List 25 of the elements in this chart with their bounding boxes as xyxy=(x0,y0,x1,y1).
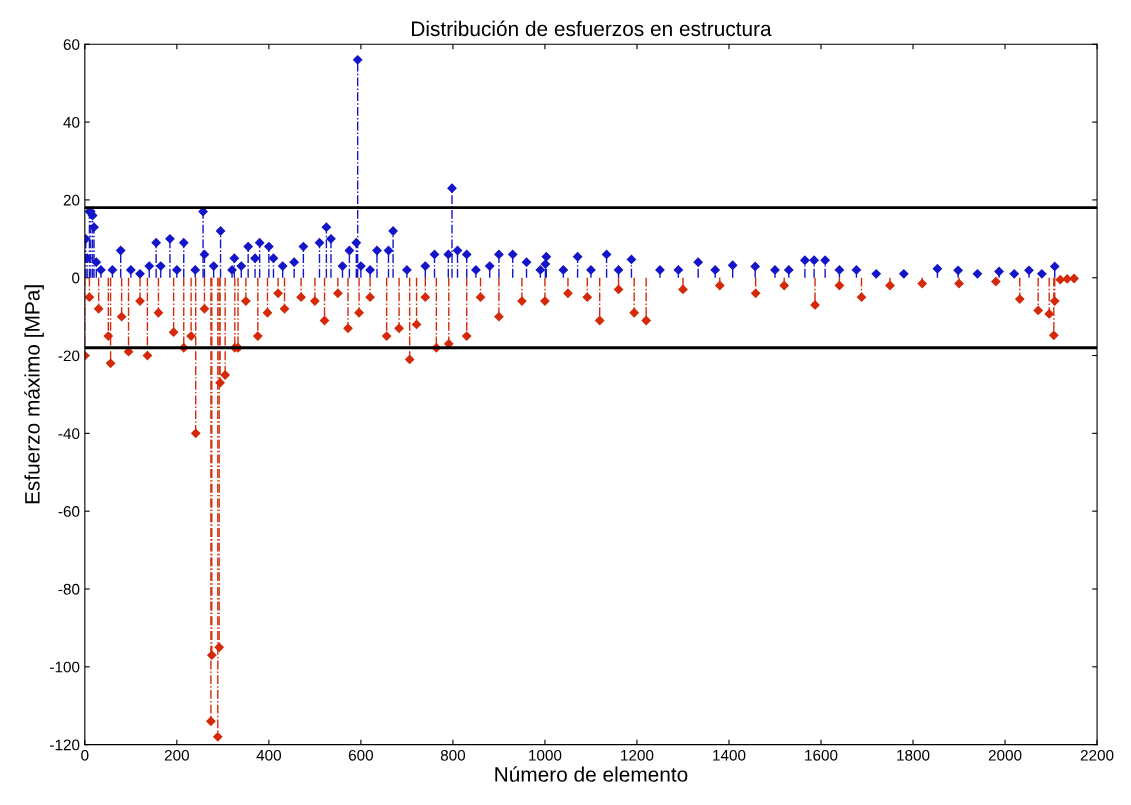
y-tick-label: -40 xyxy=(58,428,80,440)
y-tick-label: -100 xyxy=(50,661,80,673)
y-tick-label: -60 xyxy=(58,506,80,517)
x-tick-label: 1400 xyxy=(713,749,746,761)
y-tick-label: 0 xyxy=(72,272,80,284)
x-tick-label: 2200 xyxy=(1080,749,1114,761)
y-axis-title: Esfuerzo máximo [MPa] xyxy=(24,285,44,504)
y-tick-label: 40 xyxy=(63,116,80,128)
x-tick-label: 600 xyxy=(348,749,374,761)
x-tick-label: 1600 xyxy=(805,749,838,761)
x-axis-title: Número de elemento xyxy=(495,766,688,782)
chart-title: Distribución de esfuerzos en estructura xyxy=(412,20,772,37)
x-tick-label: 1800 xyxy=(897,749,930,761)
x-tick-label: 400 xyxy=(256,749,282,761)
x-tick-label: 800 xyxy=(440,749,466,761)
x-tick-label: 2000 xyxy=(988,749,1022,761)
x-tick-label: 1000 xyxy=(529,749,562,761)
x-tick-label: 0 xyxy=(81,749,89,761)
y-tick-label: 60 xyxy=(63,39,80,50)
y-tick-label: -120 xyxy=(50,739,80,751)
x-tick-label: 200 xyxy=(164,749,189,761)
y-tick-label: -20 xyxy=(58,350,80,362)
x-tick-label: 1200 xyxy=(621,749,654,761)
y-tick-label: 20 xyxy=(63,194,80,206)
y-tick-label: -80 xyxy=(58,583,80,595)
